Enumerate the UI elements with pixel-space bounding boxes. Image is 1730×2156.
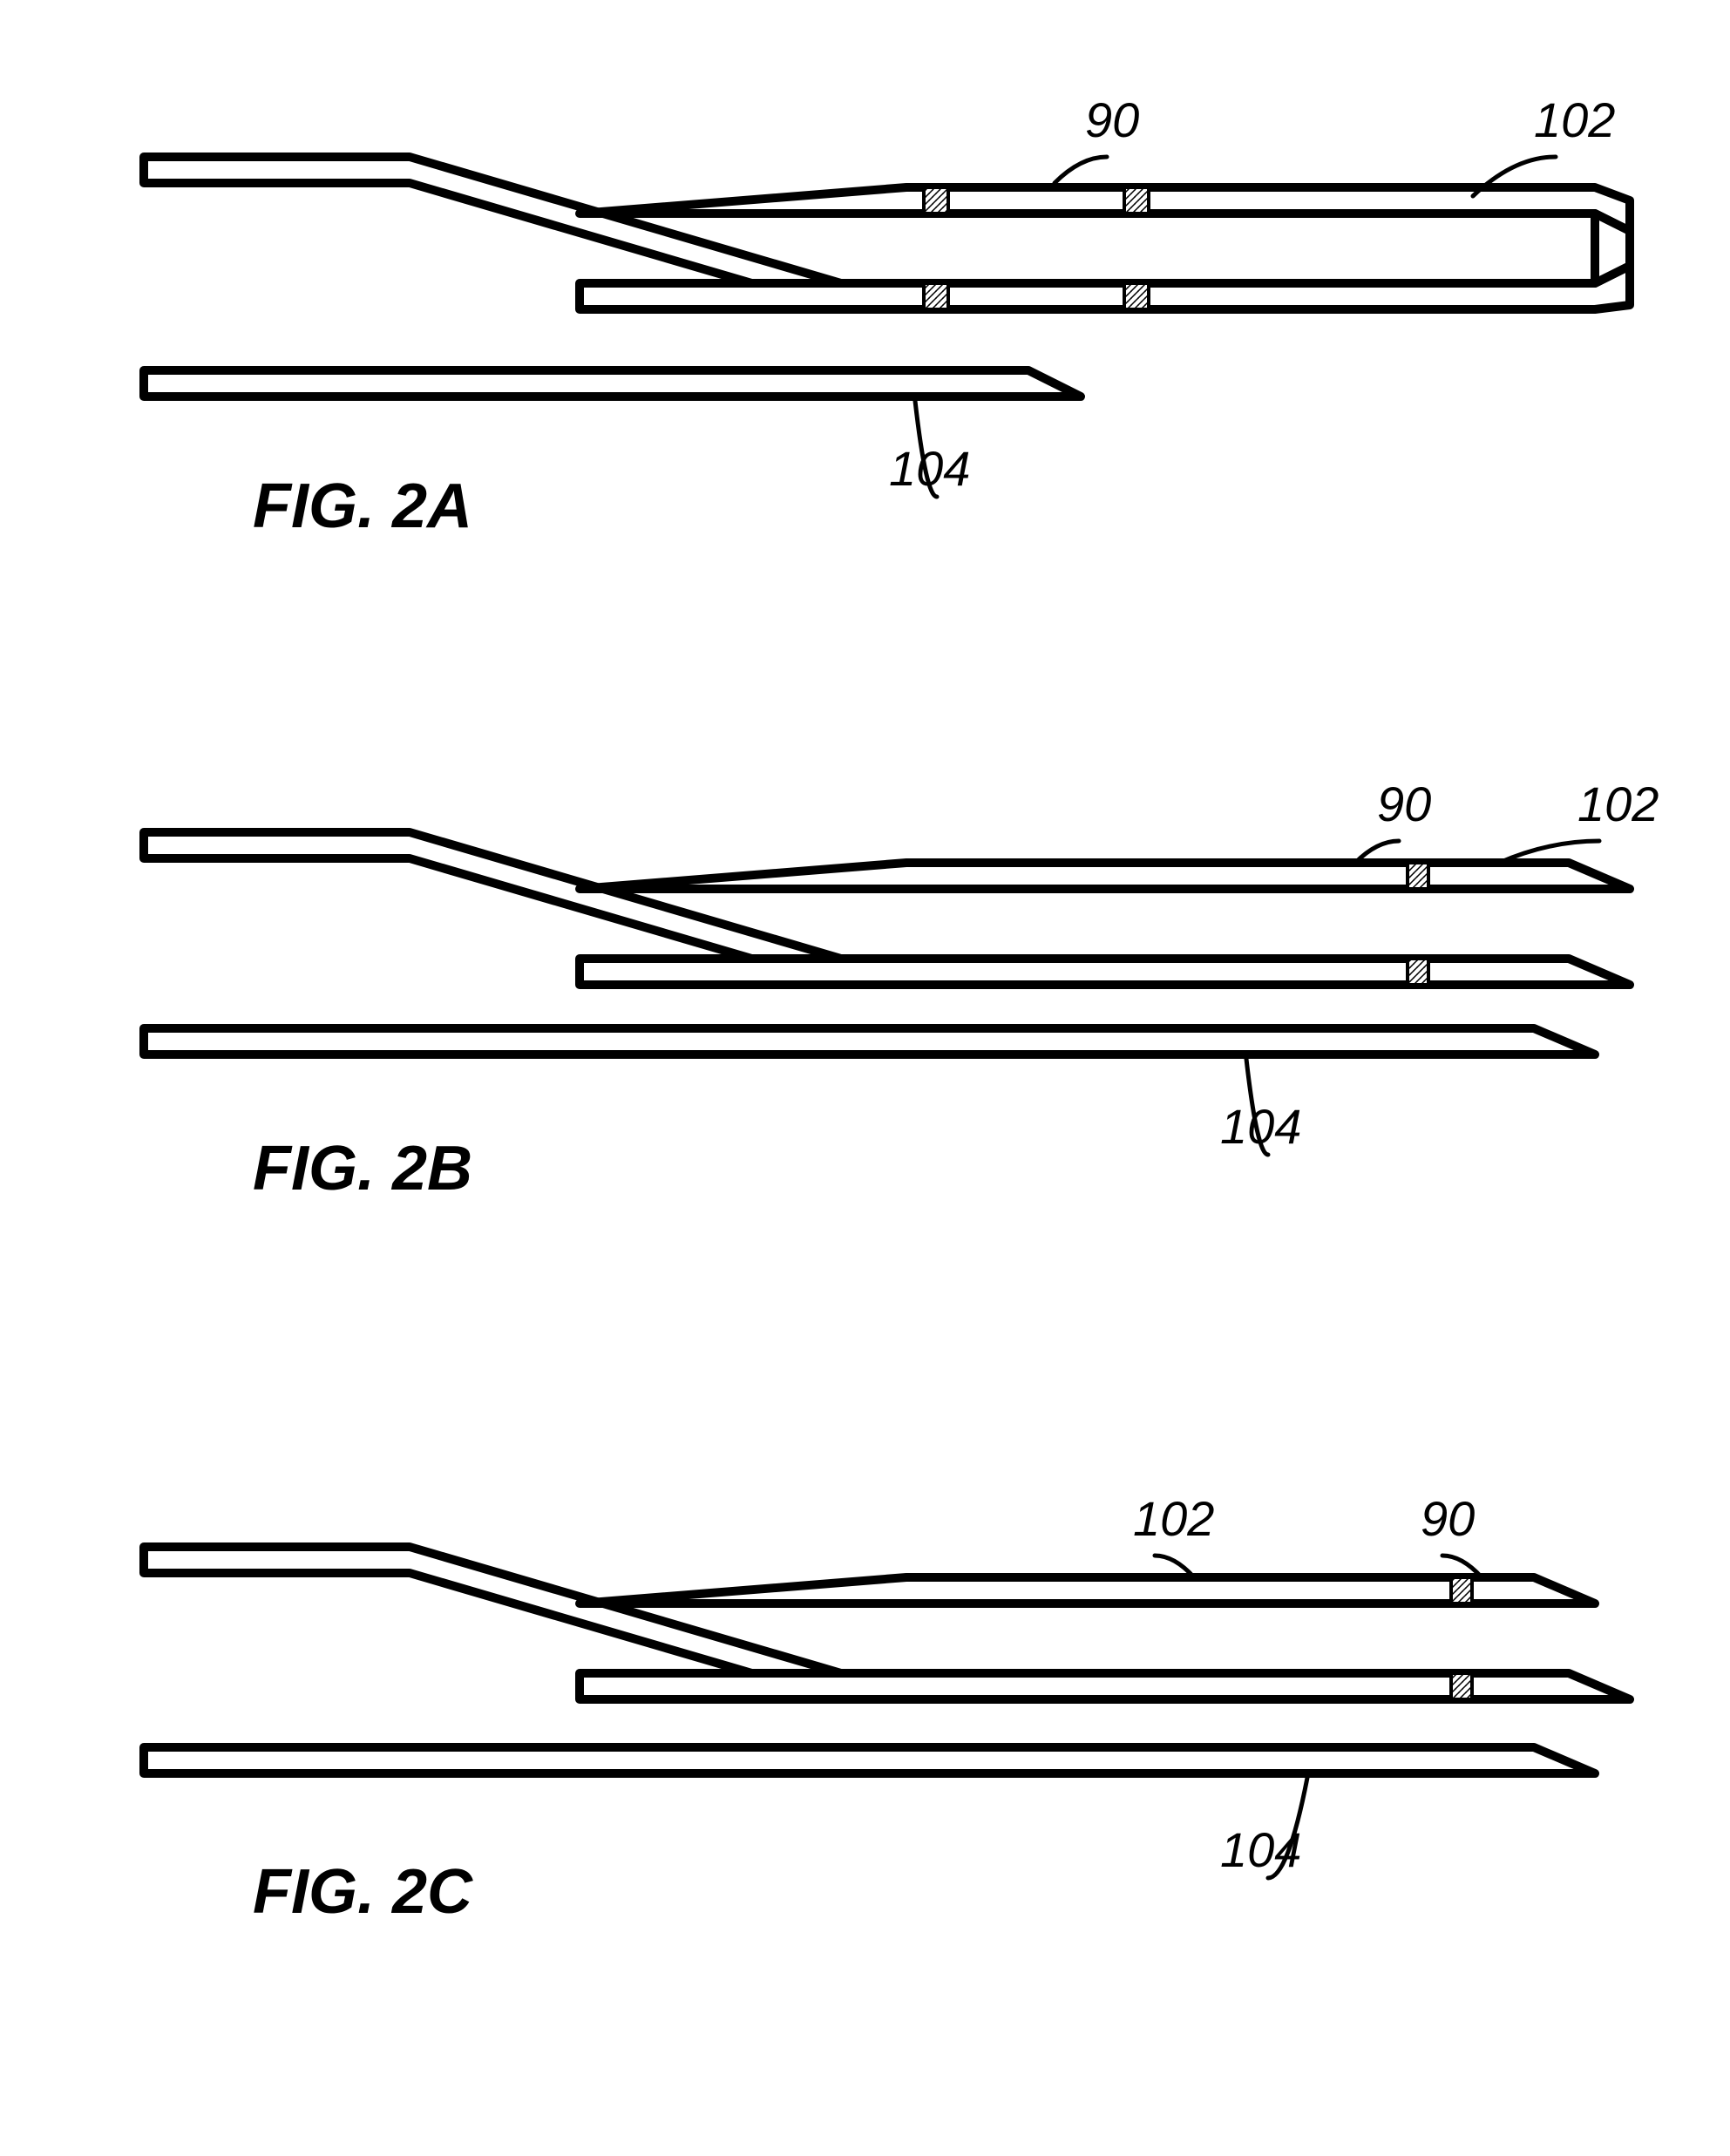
fig-label-b: FIG. 2B: [253, 1133, 472, 1204]
callout-104-b: 104: [1220, 1098, 1301, 1155]
fig-label-c: FIG. 2C: [253, 1856, 472, 1928]
callout-102-b: 102: [1577, 776, 1659, 832]
fig-label-a: FIG. 2A: [253, 471, 472, 542]
callout-102-a: 102: [1534, 92, 1615, 148]
callout-90-b: 90: [1377, 776, 1431, 832]
callout-102-c: 102: [1133, 1490, 1214, 1547]
callout-104-c: 104: [1220, 1821, 1301, 1878]
callout-90-c: 90: [1421, 1490, 1475, 1547]
callout-90-a: 90: [1085, 92, 1139, 148]
page: FIG. 2A FIG. 2B FIG. 2C 90 102 104 90 10…: [0, 0, 1730, 2156]
figure-svg: [0, 0, 1730, 2156]
callout-104-a: 104: [889, 440, 970, 497]
